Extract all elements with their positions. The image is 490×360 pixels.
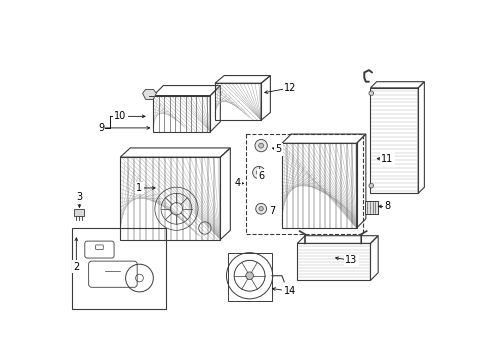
Text: 5: 5 <box>275 144 281 154</box>
Text: 9: 9 <box>98 123 104 133</box>
Text: 12: 12 <box>284 83 296 93</box>
Circle shape <box>259 207 263 211</box>
Polygon shape <box>365 201 378 214</box>
Circle shape <box>256 203 267 214</box>
Circle shape <box>253 166 265 179</box>
Circle shape <box>256 170 261 175</box>
Text: 8: 8 <box>384 202 391 211</box>
Circle shape <box>255 139 268 152</box>
Text: 10: 10 <box>114 111 126 121</box>
Polygon shape <box>74 209 84 216</box>
Text: 14: 14 <box>284 286 296 296</box>
Text: 3: 3 <box>76 192 82 202</box>
Circle shape <box>369 183 373 188</box>
Text: 11: 11 <box>381 154 393 164</box>
Text: 13: 13 <box>345 255 357 265</box>
Text: 4: 4 <box>235 178 241 188</box>
Text: 2: 2 <box>73 261 79 271</box>
Text: 6: 6 <box>258 171 264 181</box>
Polygon shape <box>143 89 156 99</box>
Text: 1: 1 <box>136 183 143 193</box>
Text: 7: 7 <box>269 206 275 216</box>
Circle shape <box>259 143 264 148</box>
Circle shape <box>246 272 253 280</box>
Circle shape <box>369 91 373 95</box>
